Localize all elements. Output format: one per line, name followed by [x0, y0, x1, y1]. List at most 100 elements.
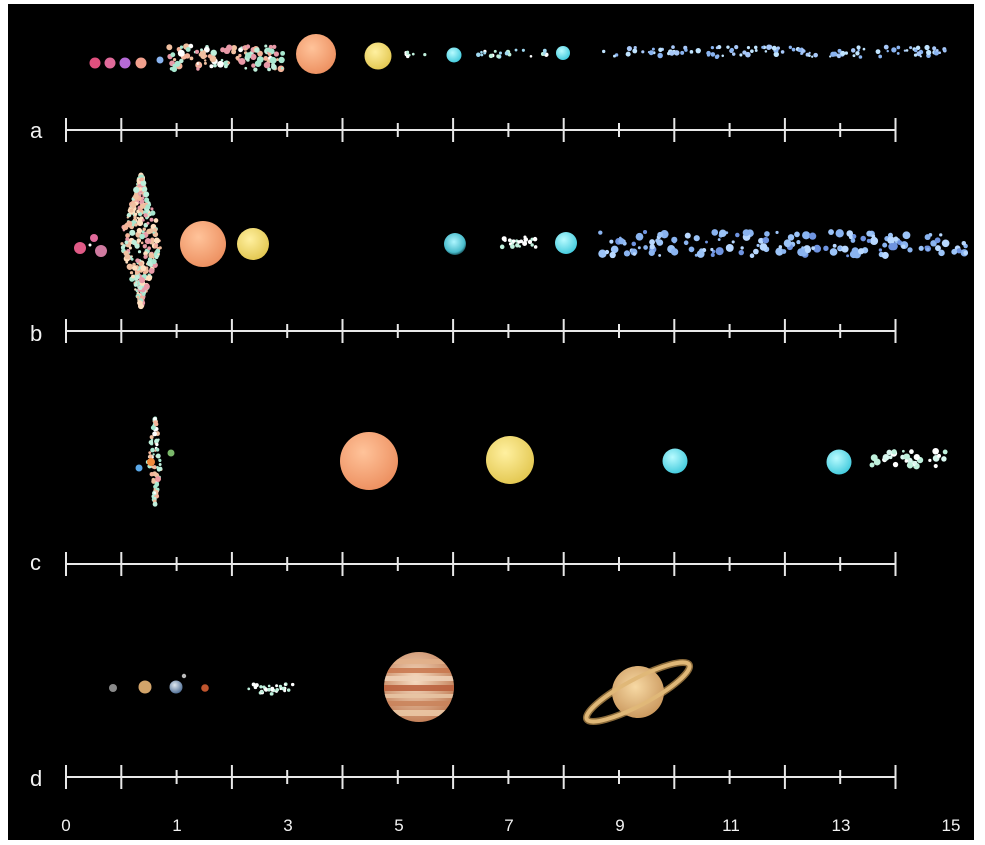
dense-belt-particle [138, 212, 143, 217]
asteroid-belt-particle [198, 62, 202, 65]
belt-particle [533, 245, 538, 249]
kuiper-belt-particle [801, 246, 805, 250]
rocky-planet [74, 242, 86, 254]
panel-b-system [74, 172, 969, 310]
asteroid-belt-particle [245, 44, 251, 49]
ice-giant [555, 232, 577, 254]
kuiper-belt-particle [938, 51, 942, 55]
dense-belt-particle [126, 220, 133, 227]
kuiper-belt-particle [813, 244, 822, 253]
asteroid-belt-particle [203, 61, 207, 65]
asteroid-belt-particle [196, 67, 200, 71]
belt-particle [148, 451, 152, 455]
kuiper-belt-particle [731, 52, 736, 56]
belt-particle [155, 489, 159, 494]
kuiper-belt-particle [837, 54, 841, 59]
dense-belt-particle [141, 186, 148, 193]
kuiper-belt-particle [935, 245, 941, 252]
asteroid-belt-particle [179, 58, 184, 64]
kuiper-belt-particle [710, 252, 715, 258]
kuiper-belt-particle [753, 45, 758, 50]
dense-belt-particle [134, 192, 139, 197]
earth [169, 680, 183, 694]
asteroid-belt-particle [200, 48, 203, 52]
saturn [582, 658, 694, 726]
dense-belt-particle [147, 246, 151, 251]
kuiper-belt-particle [829, 248, 838, 256]
asteroid-belt-particle [223, 64, 228, 69]
mars [201, 684, 209, 692]
dense-belt-particle [149, 213, 152, 217]
saturn-disk [612, 666, 664, 718]
belt-particle [154, 482, 160, 487]
dense-belt-particle [135, 271, 139, 276]
jupiter-band [384, 659, 454, 664]
belt-particle [493, 49, 497, 53]
kuiper-belt-particle [869, 236, 879, 246]
asteroid-belt-particle [278, 56, 285, 64]
kuiper-belt-particle [846, 230, 854, 237]
kuiper-belt-particle [837, 48, 842, 53]
dense-belt-particle [144, 238, 151, 245]
asteroid-belt-particle [267, 52, 272, 57]
kuiper-belt-particle [915, 45, 921, 51]
kuiper-belt-particle [766, 44, 772, 50]
asteroid-belt-particle [263, 61, 271, 69]
belt-particle [152, 501, 158, 507]
kuiper-belt-particle [811, 246, 816, 251]
kuiper-belt-particle [807, 54, 811, 58]
gas-giant-orange [340, 432, 398, 490]
belt-particle [909, 449, 914, 454]
belt-particle [521, 48, 525, 52]
kuiper-belt-particle [739, 53, 743, 57]
kuiper-belt-particle [684, 48, 688, 52]
dense-belt-particle [148, 263, 153, 267]
jupiter-band [384, 710, 454, 716]
kuiper-belt-particle [791, 47, 796, 52]
kuiper-belt-particle [671, 45, 675, 49]
rocky-planet [89, 57, 101, 69]
kuiper-belt-particle [761, 45, 765, 49]
kuiper-belt-particle [866, 238, 871, 243]
asteroid-belt-particle [253, 67, 258, 72]
belt-particle [527, 239, 533, 245]
kuiper-belt-particle [875, 49, 881, 55]
kuiper-belt-particle [649, 239, 655, 245]
asteroid-belt-particle [185, 47, 191, 52]
asteroid-belt-particle [172, 58, 177, 62]
dense-belt-particle [142, 218, 145, 222]
kuiper-belt-particle [670, 248, 679, 256]
rocky-planet [95, 245, 107, 257]
kuiper-belt-particle [913, 53, 918, 57]
asteroid-belt-particle [199, 49, 206, 57]
belt-particle [153, 417, 157, 421]
belt-particle [504, 51, 509, 56]
belt-particle [542, 48, 547, 53]
dense-belt-particle [154, 255, 159, 260]
dense-belt-particle [137, 250, 142, 254]
kuiper-belt-particle [648, 249, 655, 256]
mercury [109, 684, 117, 692]
kuiper-belt-particle [905, 49, 909, 52]
jupiter-band [384, 676, 454, 681]
belt-particle [152, 453, 155, 456]
belt-particle [906, 462, 914, 469]
kuiper-belt-particle [706, 53, 711, 57]
kuiper-belt-particle [924, 44, 930, 51]
kuiper-belt-particle [808, 51, 811, 54]
belt-particle [148, 440, 154, 445]
dense-belt-particle [140, 265, 147, 271]
belt-particle [480, 50, 483, 54]
belt-particle [148, 454, 153, 459]
dense-belt-particle [136, 238, 142, 243]
dense-belt-particle [153, 218, 159, 223]
asteroid-belt-particle [170, 52, 176, 58]
gas-giant-yellow [364, 42, 392, 70]
belt-particle [522, 240, 528, 246]
kuiper-belt-particle [808, 232, 817, 240]
dense-belt-particle [140, 180, 147, 187]
kuiper-belt-particle [887, 236, 895, 245]
dense-belt-particle [128, 246, 132, 250]
belt-particle [149, 435, 154, 440]
kuiper-belt-particle [835, 229, 844, 238]
